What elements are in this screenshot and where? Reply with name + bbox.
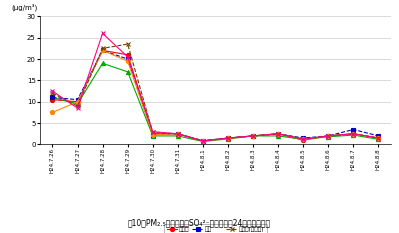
Line: 堤(大阪市): 堤(大阪市) <box>50 48 381 143</box>
富田林 <box>50 96 55 99</box>
富田林 <box>376 138 381 141</box>
富田林 <box>225 137 230 140</box>
三宝(堤市) <box>251 134 255 137</box>
高石 <box>326 134 331 137</box>
泉大津 <box>176 132 180 135</box>
三宝(堤市) <box>201 140 205 142</box>
堤(大阪市) <box>301 138 306 141</box>
富田林 <box>201 140 205 143</box>
堤(大阪市) <box>50 111 55 114</box>
高石 <box>251 134 255 137</box>
泉大津 <box>100 49 105 52</box>
泉大津 <box>75 100 80 103</box>
三宝(堤市) <box>150 130 155 133</box>
高石 <box>75 98 80 101</box>
出来島(大阪市) <box>50 92 55 95</box>
富田林 <box>276 134 280 137</box>
堤(大阪市) <box>276 132 280 135</box>
出来島(大阪市) <box>201 140 205 142</box>
泉大津 <box>351 132 356 135</box>
堤(大阪市) <box>251 134 255 137</box>
堤(大阪市) <box>376 137 381 139</box>
堤(大阪市) <box>326 134 331 137</box>
三宝(堤市) <box>351 132 356 135</box>
泉大津 <box>50 98 55 101</box>
Legend: 泉大津, 富田林, 高石, 堤(大阪市), 出来島(大阪市), 三宝(堤市): 泉大津, 富田林, 高石, 堤(大阪市), 出来島(大阪市), 三宝(堤市) <box>164 224 267 233</box>
堤(大阪市) <box>125 60 130 63</box>
Line: 三宝(堤市): 三宝(堤市) <box>50 31 381 143</box>
Line: 泉大津: 泉大津 <box>50 48 381 143</box>
出来島(大阪市) <box>150 131 155 134</box>
富田林 <box>351 134 356 137</box>
泉大津 <box>201 140 205 142</box>
泉大津 <box>251 134 255 137</box>
泉大津 <box>376 137 381 139</box>
高石 <box>50 96 55 99</box>
高石 <box>176 132 180 135</box>
出来島(大阪市) <box>100 47 105 50</box>
富田林 <box>326 135 331 138</box>
出来島(大阪市) <box>75 105 80 107</box>
高石 <box>276 132 280 135</box>
高石 <box>351 128 356 131</box>
三宝(堤市) <box>326 134 331 137</box>
Line: 富田林: 富田林 <box>50 61 381 144</box>
堤(大阪市) <box>100 49 105 52</box>
Text: 図10　PM₂.₅に含まれりSO₄²⁻濃度（平成24年度　夏季）: 図10 PM₂.₅に含まれりSO₄²⁻濃度（平成24年度 夏季） <box>128 218 271 227</box>
高石 <box>301 137 306 139</box>
富田林 <box>176 134 180 137</box>
富田林 <box>150 134 155 137</box>
堤(大阪市) <box>150 133 155 136</box>
三宝(堤市) <box>301 138 306 141</box>
出来島(大阪市) <box>125 43 130 45</box>
三宝(堤市) <box>125 55 130 58</box>
三宝(堤市) <box>176 132 180 135</box>
堤(大阪市) <box>351 132 356 135</box>
Text: (μg/m³): (μg/m³) <box>12 4 38 11</box>
三宝(堤市) <box>276 132 280 135</box>
堤(大阪市) <box>75 100 80 103</box>
富田林 <box>251 134 255 137</box>
三宝(堤市) <box>100 32 105 35</box>
堤(大阪市) <box>176 132 180 135</box>
出来島(大阪市) <box>251 134 255 137</box>
富田林 <box>75 103 80 105</box>
出来島(大阪市) <box>351 132 356 135</box>
高石 <box>376 134 381 137</box>
出来島(大阪市) <box>276 132 280 135</box>
泉大津 <box>301 139 306 142</box>
三宝(堤市) <box>50 90 55 93</box>
泉大津 <box>326 134 331 137</box>
高石 <box>225 137 230 139</box>
出来島(大阪市) <box>225 137 230 139</box>
泉大津 <box>276 132 280 135</box>
三宝(堤市) <box>376 137 381 139</box>
三宝(堤市) <box>225 137 230 139</box>
出来島(大阪市) <box>326 134 331 137</box>
富田林 <box>100 62 105 65</box>
Line: 出来島(大阪市): 出来島(大阪市) <box>50 42 381 143</box>
高石 <box>125 58 130 60</box>
Line: 高石: 高石 <box>50 48 381 143</box>
出来島(大阪市) <box>376 137 381 139</box>
堤(大阪市) <box>225 137 230 140</box>
堤(大阪市) <box>201 140 205 142</box>
高石 <box>100 49 105 52</box>
富田林 <box>125 70 130 73</box>
高石 <box>201 139 205 142</box>
出来島(大阪市) <box>176 132 180 135</box>
富田林 <box>301 138 306 141</box>
泉大津 <box>150 132 155 135</box>
高石 <box>150 133 155 136</box>
泉大津 <box>225 137 230 139</box>
三宝(堤市) <box>75 107 80 110</box>
出来島(大阪市) <box>301 137 306 140</box>
泉大津 <box>125 53 130 56</box>
